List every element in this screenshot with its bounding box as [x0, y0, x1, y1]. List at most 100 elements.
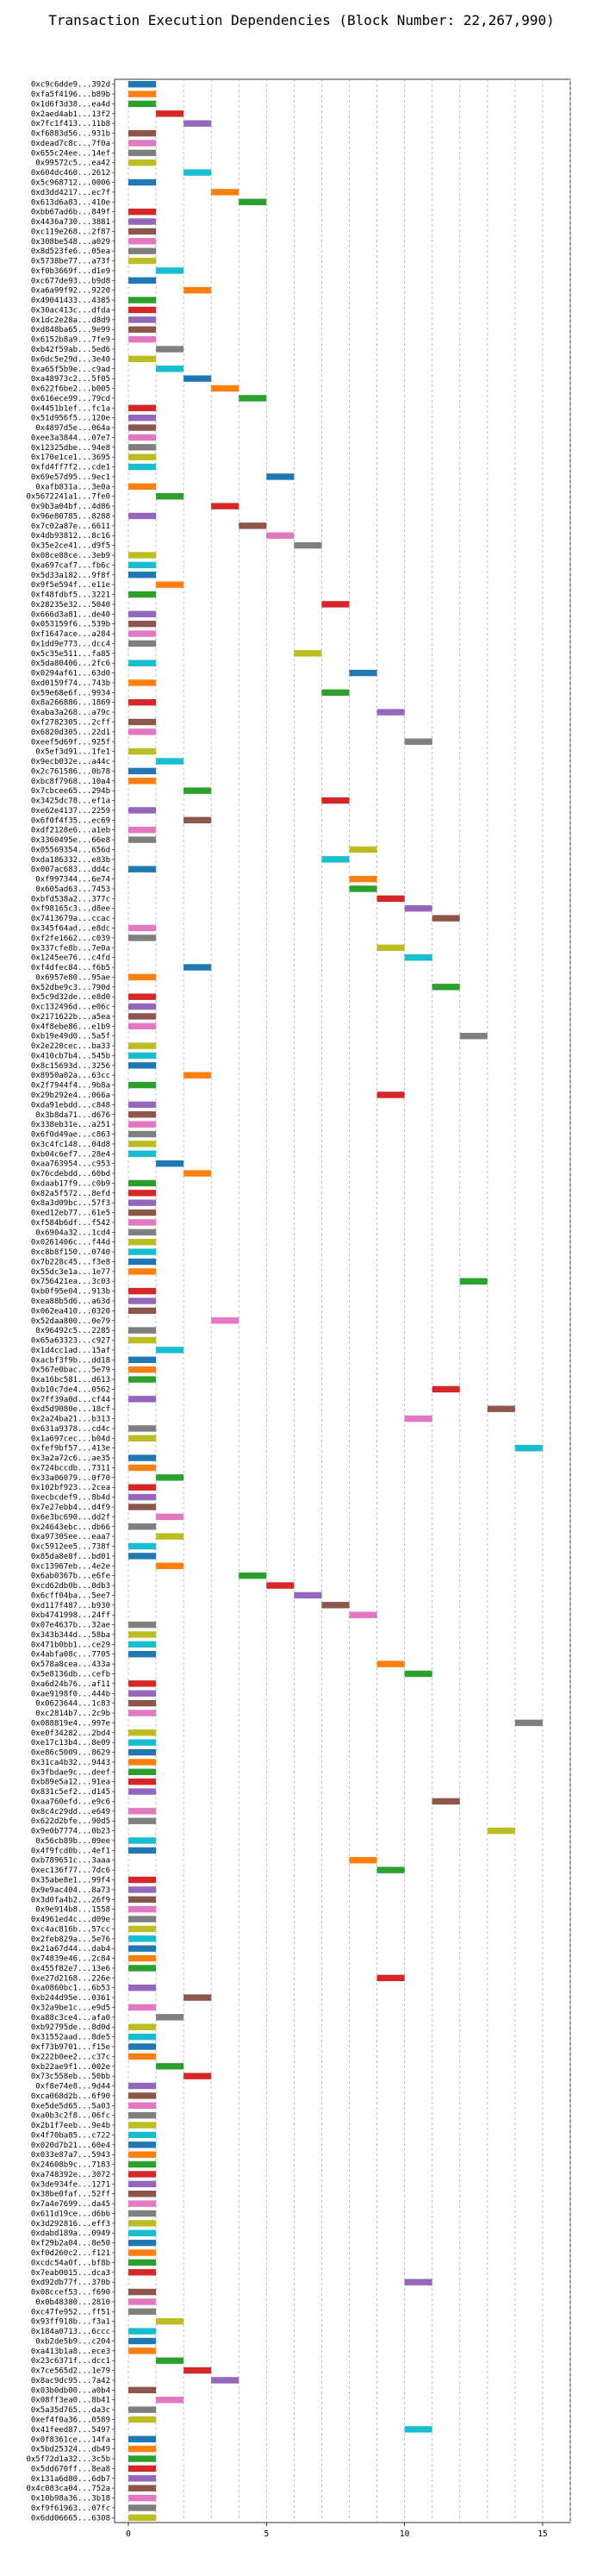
y-tick-label: 0xf997344...6e74	[35, 876, 110, 885]
bar	[128, 1287, 157, 1295]
bar	[128, 1985, 157, 1991]
bar	[128, 228, 157, 235]
bar	[183, 2367, 212, 2374]
bar	[321, 797, 350, 804]
y-tick-label: 0xa0b3c2f8...06fc	[31, 2112, 110, 2121]
y-tick-label: 0xec136f77...7dc6	[31, 1866, 110, 1875]
y-tick-label: 0xa0860bc1...6b53	[31, 1985, 110, 1993]
bar	[128, 1258, 157, 1266]
bar	[128, 1396, 157, 1403]
y-tick-label: 0x6904a32...1cd4	[35, 1229, 110, 1237]
y-tick-label: 0x062ea410...0320	[31, 1307, 110, 1316]
y-tick-label: 0xcd62db0b...0db3	[31, 1582, 110, 1591]
y-tick-label: 0x03b0db00...a0b4	[31, 2386, 110, 2395]
bar	[128, 1817, 157, 1824]
bar	[128, 483, 157, 491]
y-tick-label: 0x4f70ba85...c722	[31, 2131, 110, 2140]
bar	[183, 120, 212, 127]
y-tick-label: 0xfef9bf57...413e	[31, 1445, 110, 1454]
y-tick-label: 0x9ecb032e...a44c	[31, 758, 110, 766]
y-tick-label: 0x2aed4ab1...13f2	[31, 110, 110, 119]
bar	[183, 816, 212, 824]
bar	[376, 944, 405, 951]
bar	[128, 2259, 157, 2267]
bar	[128, 2220, 157, 2227]
bar	[183, 964, 212, 971]
bar	[128, 1837, 157, 1844]
y-tick-label: 0x1dc2e28a...d8d9	[31, 316, 110, 325]
y-tick-label: 0x831c5ef2...d145	[31, 1788, 110, 1797]
bar	[183, 169, 212, 176]
y-tick-label: 0x5c9d32de...e8d0	[31, 993, 110, 1002]
bar	[404, 1415, 432, 1422]
bar	[156, 1513, 184, 1521]
bar	[128, 1935, 157, 1942]
y-tick-label: 0x9b3a04bf...4d86	[31, 503, 110, 511]
y-tick-label: 0x020d7b21...60e4	[31, 2141, 110, 2150]
y-tick-label: 0x5a35d765...da3c	[31, 2406, 110, 2415]
bar	[128, 2111, 157, 2119]
bar	[156, 581, 184, 588]
y-tick-label: 0x10b98a36...3b18	[31, 2495, 110, 2504]
y-tick-label: 0xef4f0a36...0589	[31, 2416, 110, 2424]
y-tick-label: 0x8ac9dc95...7a42	[31, 2377, 110, 2385]
bar	[128, 1179, 157, 1187]
bar	[239, 1572, 267, 1579]
y-tick-label: 0x2feb829a...5e76	[31, 1935, 110, 1944]
y-tick-label: 0xc9c6dde9...392d	[31, 81, 110, 90]
bar	[128, 1690, 157, 1697]
y-tick-label: 0x32a9be1c...e9d5	[31, 2004, 110, 2012]
bar	[404, 2426, 432, 2433]
y-tick-label: 0xaba3a268...a79c	[31, 709, 110, 717]
y-tick-label: 0xb2de5b9...c204	[35, 2337, 110, 2346]
y-tick-label: 0x0b48380...2810	[35, 2298, 110, 2307]
bar	[128, 2504, 157, 2511]
bar	[128, 1504, 157, 1510]
y-tick-label: 0x9f5e594f...e11e	[31, 581, 110, 590]
bar	[128, 2249, 157, 2256]
bar	[128, 1062, 157, 1069]
bar	[128, 2004, 157, 2011]
bar	[128, 247, 157, 254]
y-tick-label: 0xb22ae9f1...002e	[31, 2063, 110, 2072]
y-tick-label: 0x655c24ee...14ef	[31, 149, 110, 158]
y-tick-label: 0x29b292e4...066a	[31, 1091, 110, 1100]
y-tick-label: 0x088819e4...997e	[31, 1719, 110, 1728]
y-tick-label: 0x65a63323...c927	[31, 1337, 110, 1346]
y-tick-label: 0xe27d2168...226e	[31, 1974, 110, 1983]
y-tick-label: 0xe62e4137...2259	[31, 807, 110, 816]
bar	[128, 2298, 157, 2305]
bar	[294, 1591, 322, 1599]
bar	[128, 1209, 157, 1216]
y-tick-label: 0xf0d260c2...f121	[31, 2249, 110, 2258]
y-tick-label: 0x21a67d44...dab4	[31, 1945, 110, 1954]
y-tick-label: 0x8950a02a...63cc	[31, 1072, 110, 1080]
bar	[183, 375, 212, 382]
bar	[211, 385, 239, 392]
y-tick-label: 0xda186332...e83b	[31, 856, 110, 865]
y-tick-label: 0xa413b1a8...ece3	[31, 2348, 110, 2356]
bar	[183, 1072, 212, 1079]
bar	[128, 679, 157, 686]
bar	[266, 473, 295, 480]
bar	[128, 2082, 157, 2090]
bar	[183, 2073, 212, 2079]
y-tick-label: 0x611d19ce...d6bb	[31, 2210, 110, 2218]
bar	[128, 973, 157, 981]
bar	[128, 178, 157, 186]
bar	[128, 2171, 157, 2178]
y-tick-label: 0x2f7944f4...9b8a	[31, 1082, 110, 1091]
bar	[432, 984, 460, 991]
bar	[459, 1032, 488, 1040]
bar	[128, 1788, 157, 1795]
y-tick-label: 0xdead7c8c...7f0a	[31, 140, 110, 148]
bar	[128, 1905, 157, 1913]
y-tick-label: 0xf584b6df...f542	[31, 1219, 110, 1228]
y-tick-label: 0x93ff918b...f3a1	[31, 2318, 110, 2327]
bar	[404, 905, 432, 912]
bar	[128, 1847, 157, 1854]
bar	[128, 1199, 157, 1206]
bar	[349, 1857, 377, 1864]
bar	[128, 424, 157, 431]
bar	[128, 1523, 157, 1530]
